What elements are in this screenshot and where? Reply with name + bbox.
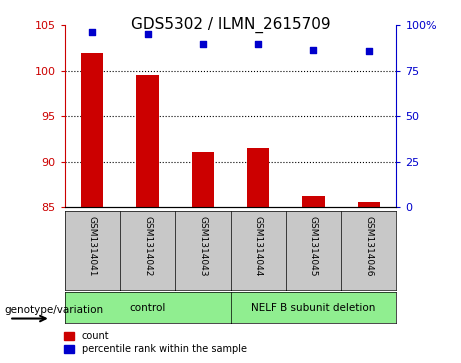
Text: GSM1314044: GSM1314044 (254, 216, 263, 277)
Text: GSM1314042: GSM1314042 (143, 216, 152, 277)
Bar (302, 196, 325, 207)
Text: genotype/variation: genotype/variation (5, 305, 104, 315)
Bar (136, 75, 159, 207)
Point (199, 41, 207, 46)
Point (365, 48, 372, 54)
Bar (81, 53, 103, 207)
Text: GSM1314043: GSM1314043 (198, 216, 207, 277)
Bar (192, 152, 214, 207)
Bar (358, 202, 380, 207)
Text: NELF B subunit deletion: NELF B subunit deletion (251, 303, 376, 313)
Text: GSM1314045: GSM1314045 (309, 216, 318, 277)
Text: GSM1314046: GSM1314046 (364, 216, 373, 277)
Text: GDS5302 / ILMN_2615709: GDS5302 / ILMN_2615709 (130, 16, 331, 33)
Point (254, 41, 262, 46)
Text: control: control (130, 303, 165, 313)
Point (310, 47, 317, 53)
Legend: count, percentile rank within the sample: count, percentile rank within the sample (60, 327, 250, 358)
Point (144, 31, 151, 37)
Bar (247, 148, 269, 207)
Point (89, 29, 96, 35)
Text: GSM1314041: GSM1314041 (88, 216, 97, 277)
